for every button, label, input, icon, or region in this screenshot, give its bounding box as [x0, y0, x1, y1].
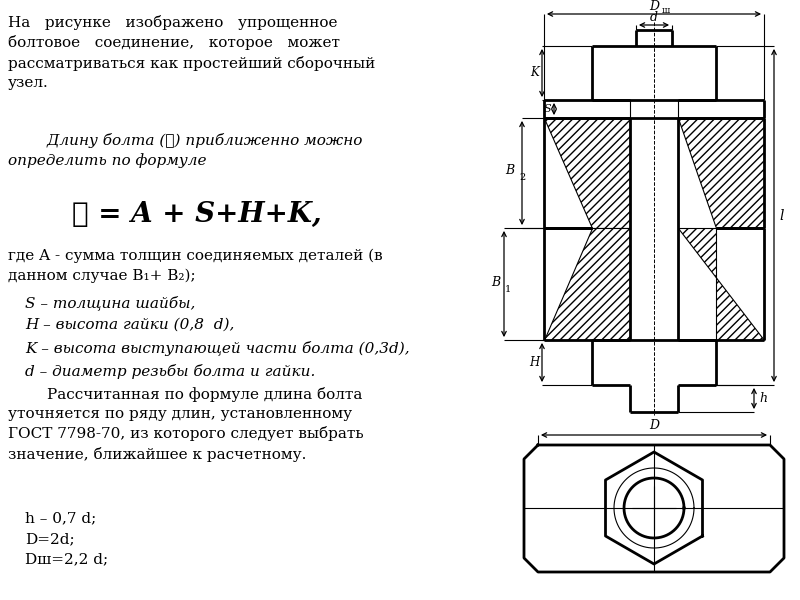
- Text: На   рисунке   изображено   упрощенное
болтовое   соединение,   которое   может
: На рисунке изображено упрощенное болтово…: [8, 15, 375, 90]
- Polygon shape: [544, 118, 630, 228]
- Text: 2: 2: [519, 173, 526, 182]
- Polygon shape: [544, 228, 630, 340]
- Polygon shape: [678, 228, 764, 340]
- Text: ℓ = A + S+H+K,: ℓ = A + S+H+K,: [72, 201, 322, 228]
- Polygon shape: [678, 118, 764, 228]
- Text: Рассчитанная по формуле длина болта
уточняется по ряду длин, установленному
ГОСТ: Рассчитанная по формуле длина болта уточ…: [8, 387, 364, 462]
- Text: 1: 1: [505, 284, 511, 293]
- Text: где A - сумма толщин соединяемых деталей (в
данном случае B₁+ B₂);: где A - сумма толщин соединяемых деталей…: [8, 249, 382, 283]
- Text: S: S: [543, 104, 551, 114]
- Text: B: B: [491, 275, 500, 289]
- Text: d: d: [650, 11, 658, 24]
- Text: D: D: [649, 0, 659, 13]
- Text: ш: ш: [662, 6, 670, 15]
- Text: B: B: [505, 164, 514, 178]
- Text: D: D: [649, 419, 659, 432]
- Text: d – диаметр резьбы болта и гайки.: d – диаметр резьбы болта и гайки.: [25, 364, 315, 379]
- Text: h – 0,7 d;
D=2d;
Dш=2,2 d;: h – 0,7 d; D=2d; Dш=2,2 d;: [25, 511, 108, 566]
- Text: S – толщина шайбы,: S – толщина шайбы,: [25, 295, 195, 310]
- Text: K – высота выступающей части болта (0,3d),: K – высота выступающей части болта (0,3d…: [25, 341, 410, 356]
- Text: K: K: [530, 67, 539, 79]
- Text: H: H: [529, 356, 539, 369]
- Text: l: l: [779, 208, 783, 223]
- Text: H – высота гайки (0,8  d),: H – высота гайки (0,8 d),: [25, 318, 234, 332]
- Text: Длину болта (ℓ) приближенно можно
определить по формуле: Длину болта (ℓ) приближенно можно опреде…: [8, 133, 362, 169]
- Text: h: h: [759, 392, 767, 405]
